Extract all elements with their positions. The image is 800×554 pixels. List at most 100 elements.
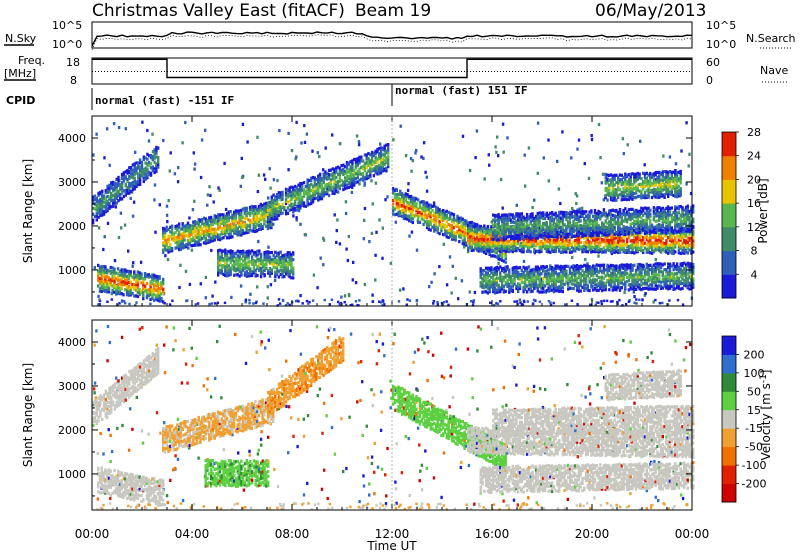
echo-cell <box>281 204 284 208</box>
echo-cell <box>295 120 298 124</box>
echo-cell <box>322 187 325 191</box>
echo-cell <box>622 208 625 213</box>
echo-cell <box>501 122 505 126</box>
echo-cell <box>408 214 411 218</box>
echo-cell <box>667 208 670 212</box>
echo-cell <box>106 186 109 190</box>
echo-cell <box>606 235 609 239</box>
echo-cell <box>261 265 264 269</box>
echo-cell <box>518 226 522 230</box>
echo-cell <box>336 172 340 176</box>
echo-cell <box>597 254 600 258</box>
echo-cell <box>531 235 534 239</box>
echo-cell <box>318 183 322 187</box>
echo-cell <box>656 206 659 210</box>
echo-cell <box>527 223 531 228</box>
echo-cell <box>342 170 345 174</box>
echo-cell <box>608 223 611 227</box>
echo-cell <box>276 178 279 183</box>
echo-cell <box>125 293 129 297</box>
echo-cell <box>213 227 216 231</box>
echo-cell <box>234 226 238 230</box>
echo-cell <box>674 228 677 232</box>
echo-cell <box>379 171 383 175</box>
echo-cell <box>565 232 568 237</box>
echo-cell <box>592 226 595 230</box>
echo-cell <box>527 227 531 231</box>
echo-cell <box>633 295 636 299</box>
echo-cell <box>250 262 254 266</box>
echo-cell <box>208 219 211 223</box>
echo-cell <box>538 215 541 219</box>
echo-cell <box>529 250 532 254</box>
echo-cell <box>351 181 354 185</box>
echo-cell <box>436 213 439 217</box>
echo-cell <box>470 232 473 236</box>
echo-cell <box>274 204 277 208</box>
echo-cell <box>499 234 502 238</box>
echo-cell <box>443 228 447 232</box>
echo-cell <box>561 228 564 232</box>
echo-cell <box>567 216 570 220</box>
echo-cell <box>138 161 142 165</box>
echo-cell <box>267 257 270 262</box>
echo-cell <box>313 185 316 189</box>
echo-cell <box>670 226 673 231</box>
echo-cell <box>577 232 581 236</box>
echo-cell <box>92 206 95 210</box>
echo-cell <box>434 228 438 232</box>
echo-cell <box>554 243 557 247</box>
echo-cell <box>178 243 181 247</box>
echo-cell <box>106 199 109 203</box>
echo-cell <box>495 231 498 235</box>
echo-cell <box>672 239 675 243</box>
echo-cell <box>652 209 656 213</box>
echo-cell <box>213 219 216 223</box>
echo-cell <box>290 252 293 257</box>
echo-cell <box>409 197 413 201</box>
echo-cell <box>358 167 361 171</box>
echo-cell <box>499 253 502 257</box>
echo-cell <box>529 240 532 244</box>
echo-cell <box>144 177 147 181</box>
echo-cell <box>256 265 259 269</box>
echo-cell <box>692 224 695 228</box>
echo-cell <box>629 225 632 229</box>
echo-cell <box>301 182 304 186</box>
echo-cell <box>229 225 232 229</box>
echo-cell <box>115 189 118 193</box>
echo-cell <box>465 243 468 247</box>
echo-cell <box>409 219 413 223</box>
echo-cell <box>270 226 273 230</box>
echo-cell <box>199 175 203 180</box>
echo-cell <box>102 210 106 214</box>
echo-cell <box>254 205 257 209</box>
echo-cell <box>338 242 342 246</box>
echo-cell <box>257 220 261 224</box>
echo-cell <box>135 166 138 170</box>
echo-cell <box>215 232 218 236</box>
echo-cell <box>556 223 559 227</box>
echo-cell <box>688 211 691 215</box>
echo-cell <box>586 235 589 240</box>
echo-cell <box>102 194 106 198</box>
echo-cell <box>313 193 316 197</box>
echo-cell <box>567 212 570 216</box>
echo-cell <box>224 257 227 261</box>
echo-cell <box>340 168 343 172</box>
echo-cell <box>688 229 691 233</box>
echo-cell <box>547 216 550 221</box>
echo-cell <box>204 239 207 243</box>
echo-cell <box>604 179 607 183</box>
echo-cell <box>688 152 691 156</box>
echo-cell <box>531 227 534 231</box>
echo-cell <box>536 121 540 125</box>
echo-cell <box>692 232 695 236</box>
echo-cell <box>153 286 156 290</box>
echo-cell <box>134 273 138 277</box>
echo-cell <box>218 218 222 222</box>
echo-cell <box>527 245 531 249</box>
echo-cell <box>554 228 557 232</box>
echo-cell <box>450 232 454 236</box>
echo-cell <box>663 219 666 223</box>
